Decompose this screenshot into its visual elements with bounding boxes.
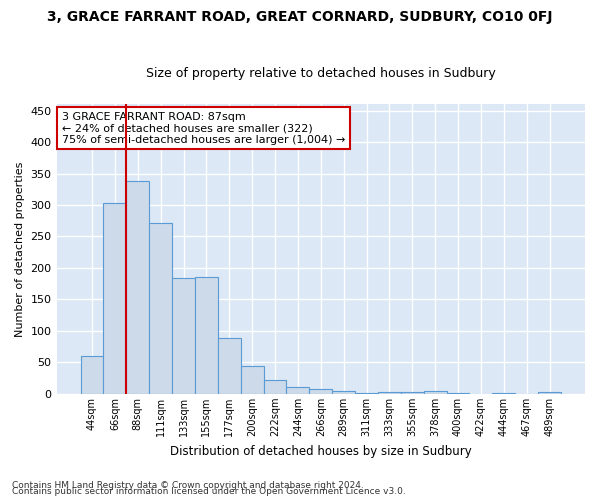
- Bar: [263, 380, 286, 394]
- Bar: [241, 366, 263, 394]
- Bar: [378, 392, 401, 394]
- Bar: [127, 181, 149, 394]
- Bar: [172, 278, 195, 394]
- Bar: [149, 222, 172, 394]
- Bar: [424, 392, 446, 394]
- Title: Size of property relative to detached houses in Sudbury: Size of property relative to detached ho…: [146, 66, 496, 80]
- Bar: [80, 356, 103, 394]
- X-axis label: Distribution of detached houses by size in Sudbury: Distribution of detached houses by size …: [170, 444, 472, 458]
- Text: Contains HM Land Registry data © Crown copyright and database right 2024.: Contains HM Land Registry data © Crown c…: [12, 481, 364, 490]
- Bar: [401, 392, 424, 394]
- Bar: [355, 392, 378, 394]
- Bar: [538, 392, 561, 394]
- Bar: [310, 390, 332, 394]
- Bar: [286, 387, 310, 394]
- Bar: [103, 203, 127, 394]
- Bar: [332, 392, 355, 394]
- Text: 3 GRACE FARRANT ROAD: 87sqm
← 24% of detached houses are smaller (322)
75% of se: 3 GRACE FARRANT ROAD: 87sqm ← 24% of det…: [62, 112, 345, 144]
- Text: 3, GRACE FARRANT ROAD, GREAT CORNARD, SUDBURY, CO10 0FJ: 3, GRACE FARRANT ROAD, GREAT CORNARD, SU…: [47, 10, 553, 24]
- Text: Contains public sector information licensed under the Open Government Licence v3: Contains public sector information licen…: [12, 487, 406, 496]
- Bar: [218, 338, 241, 394]
- Y-axis label: Number of detached properties: Number of detached properties: [15, 162, 25, 337]
- Bar: [195, 278, 218, 394]
